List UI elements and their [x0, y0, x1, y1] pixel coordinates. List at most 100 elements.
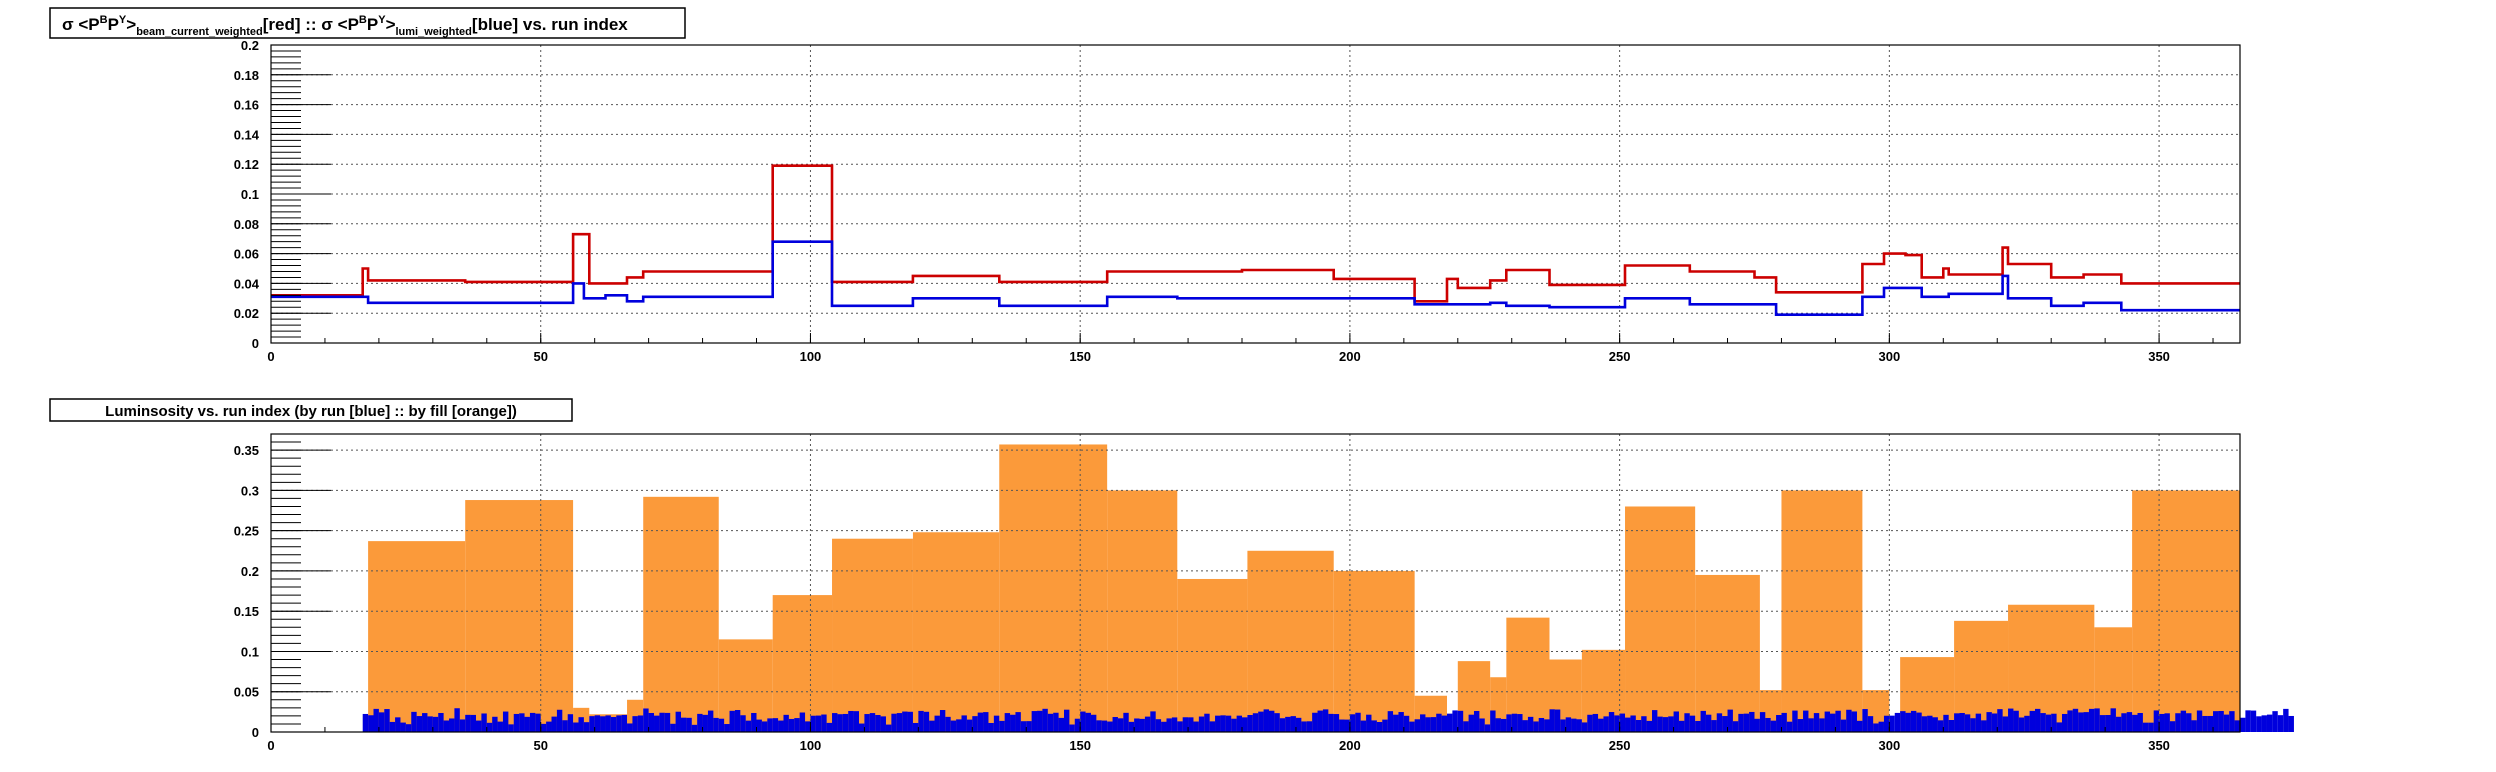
run-lumi-bar: [815, 715, 822, 732]
run-lumi-bar: [513, 713, 520, 732]
run-lumi-bar: [1285, 716, 1291, 732]
run-lumi-bar: [1387, 711, 1394, 732]
run-lumi-bar: [1495, 718, 1501, 732]
run-lumi-bar: [551, 716, 557, 732]
luminosity-xtick-label: 150: [1069, 738, 1091, 753]
luminosity-panel: Luminsosity vs. run index (by run [blue]…: [49, 398, 2294, 753]
run-lumi-bar: [1004, 713, 1011, 732]
fill-lumi-bar: [2008, 604, 2095, 732]
run-lumi-bar: [1754, 718, 1760, 732]
run-lumi-bar: [1813, 713, 1820, 732]
run-lumi-bar: [1263, 709, 1269, 732]
run-lumi-bar: [2072, 708, 2079, 732]
run-lumi-bar: [2067, 710, 2073, 732]
run-lumi-bar: [1975, 713, 1982, 732]
title-part-g: [red] :: σ <P: [263, 15, 359, 34]
run-lumi-bar: [1252, 713, 1259, 732]
run-lumi-bar: [2088, 708, 2095, 732]
title-part-e: >: [126, 15, 136, 34]
run-lumi-bar: [546, 721, 552, 732]
run-lumi-bar: [729, 710, 735, 732]
run-lumi-bar: [1058, 717, 1064, 732]
run-lumi-bar: [1576, 719, 1582, 732]
luminosity-ytick-label: 0.2: [241, 564, 259, 579]
run-lumi-bar: [983, 712, 989, 732]
run-lumi-bar: [1997, 709, 2003, 732]
run-lumi-bar: [1171, 717, 1178, 732]
run-lumi-bar: [1916, 712, 1922, 732]
run-lumi-bar: [1533, 721, 1539, 732]
run-lumi-bar: [1619, 713, 1626, 732]
run-lumi-bar: [1765, 717, 1771, 732]
run-lumi-bar: [1678, 720, 1685, 732]
run-lumi-bar: [848, 710, 854, 732]
run-lumi-bar: [1846, 709, 1852, 732]
run-lumi-bar: [1905, 712, 1911, 732]
run-lumi-bar: [2283, 708, 2289, 732]
run-lumi-bar: [1295, 717, 1302, 732]
run-lumi-bar: [368, 715, 374, 732]
run-lumi-bar: [465, 714, 471, 732]
run-lumi-bar: [734, 710, 741, 732]
polarization-ytick-label: 0.08: [234, 217, 259, 232]
run-lumi-bar: [907, 711, 913, 732]
run-lumi-bar: [2024, 715, 2030, 732]
run-lumi-bar: [842, 713, 849, 732]
title-sup-y: Y: [119, 14, 127, 26]
run-lumi-bar: [1436, 713, 1442, 732]
luminosity-xtick-label: 200: [1339, 738, 1361, 753]
run-lumi-bar: [1101, 720, 1108, 732]
run-lumi-bar: [1937, 720, 1944, 732]
run-lumi-bar: [966, 719, 973, 732]
run-lumi-bar: [535, 713, 541, 732]
run-lumi-bar: [632, 716, 638, 732]
run-lumi-bar: [1927, 715, 1933, 732]
run-lumi-bar: [1625, 717, 1631, 732]
run-lumi-bar: [1026, 721, 1032, 732]
run-lumi-bar: [923, 711, 930, 732]
run-lumi-bar: [1657, 716, 1663, 732]
polarization-blue-series-line: [271, 240, 2240, 316]
run-lumi-bar: [1894, 712, 1901, 732]
run-lumi-bar: [1479, 718, 1485, 732]
run-lumi-bar: [2056, 722, 2062, 732]
run-lumi-bar: [1635, 719, 1642, 732]
run-lumi-bar: [2002, 716, 2009, 732]
run-lumi-bar: [1711, 720, 1717, 732]
run-lumi-bar: [740, 715, 746, 732]
run-lumi-bar: [502, 711, 509, 732]
run-lumi-bar: [1932, 717, 1938, 732]
run-lumi-bar: [1258, 711, 1264, 732]
run-lumi-bar: [1150, 711, 1156, 732]
run-lumi-bar: [1231, 718, 1237, 732]
run-lumi-bar: [2040, 713, 2046, 732]
luminosity-ytick-label: 0.15: [234, 604, 259, 619]
run-lumi-bar: [519, 713, 525, 732]
run-lumi-bar: [2013, 710, 2019, 732]
run-lumi-bar: [1139, 718, 1145, 732]
run-lumi-bar: [1830, 713, 1836, 732]
run-lumi-bar: [1031, 711, 1038, 732]
run-lumi-bar: [1641, 716, 1647, 732]
run-lumi-bar: [1662, 717, 1669, 732]
run-lumi-bar: [567, 714, 574, 732]
run-lumi-bar: [1193, 721, 1199, 732]
polarization-xtick-label: 100: [800, 349, 822, 364]
run-lumi-bar: [1020, 721, 1027, 732]
run-lumi-bar: [950, 720, 957, 732]
run-lumi-bar: [702, 714, 708, 732]
run-lumi-bar: [2277, 715, 2284, 732]
run-lumi-bar: [1554, 709, 1561, 732]
polarization-ytick-label: 0.12: [234, 157, 259, 172]
run-lumi-bar: [1883, 715, 1890, 732]
run-lumi-bar: [1322, 709, 1329, 732]
luminosity-ytick-label: 0: [252, 725, 259, 740]
run-lumi-bar: [869, 713, 876, 732]
run-lumi-bar: [1209, 721, 1216, 732]
run-lumi-bar: [1312, 712, 1318, 732]
fill-lumi-bar: [1177, 578, 1248, 732]
run-lumi-bar: [2223, 714, 2230, 732]
run-lumi-bar: [1954, 713, 1960, 732]
run-lumi-bar: [1074, 718, 1081, 732]
run-lumi-bar: [1268, 710, 1275, 732]
